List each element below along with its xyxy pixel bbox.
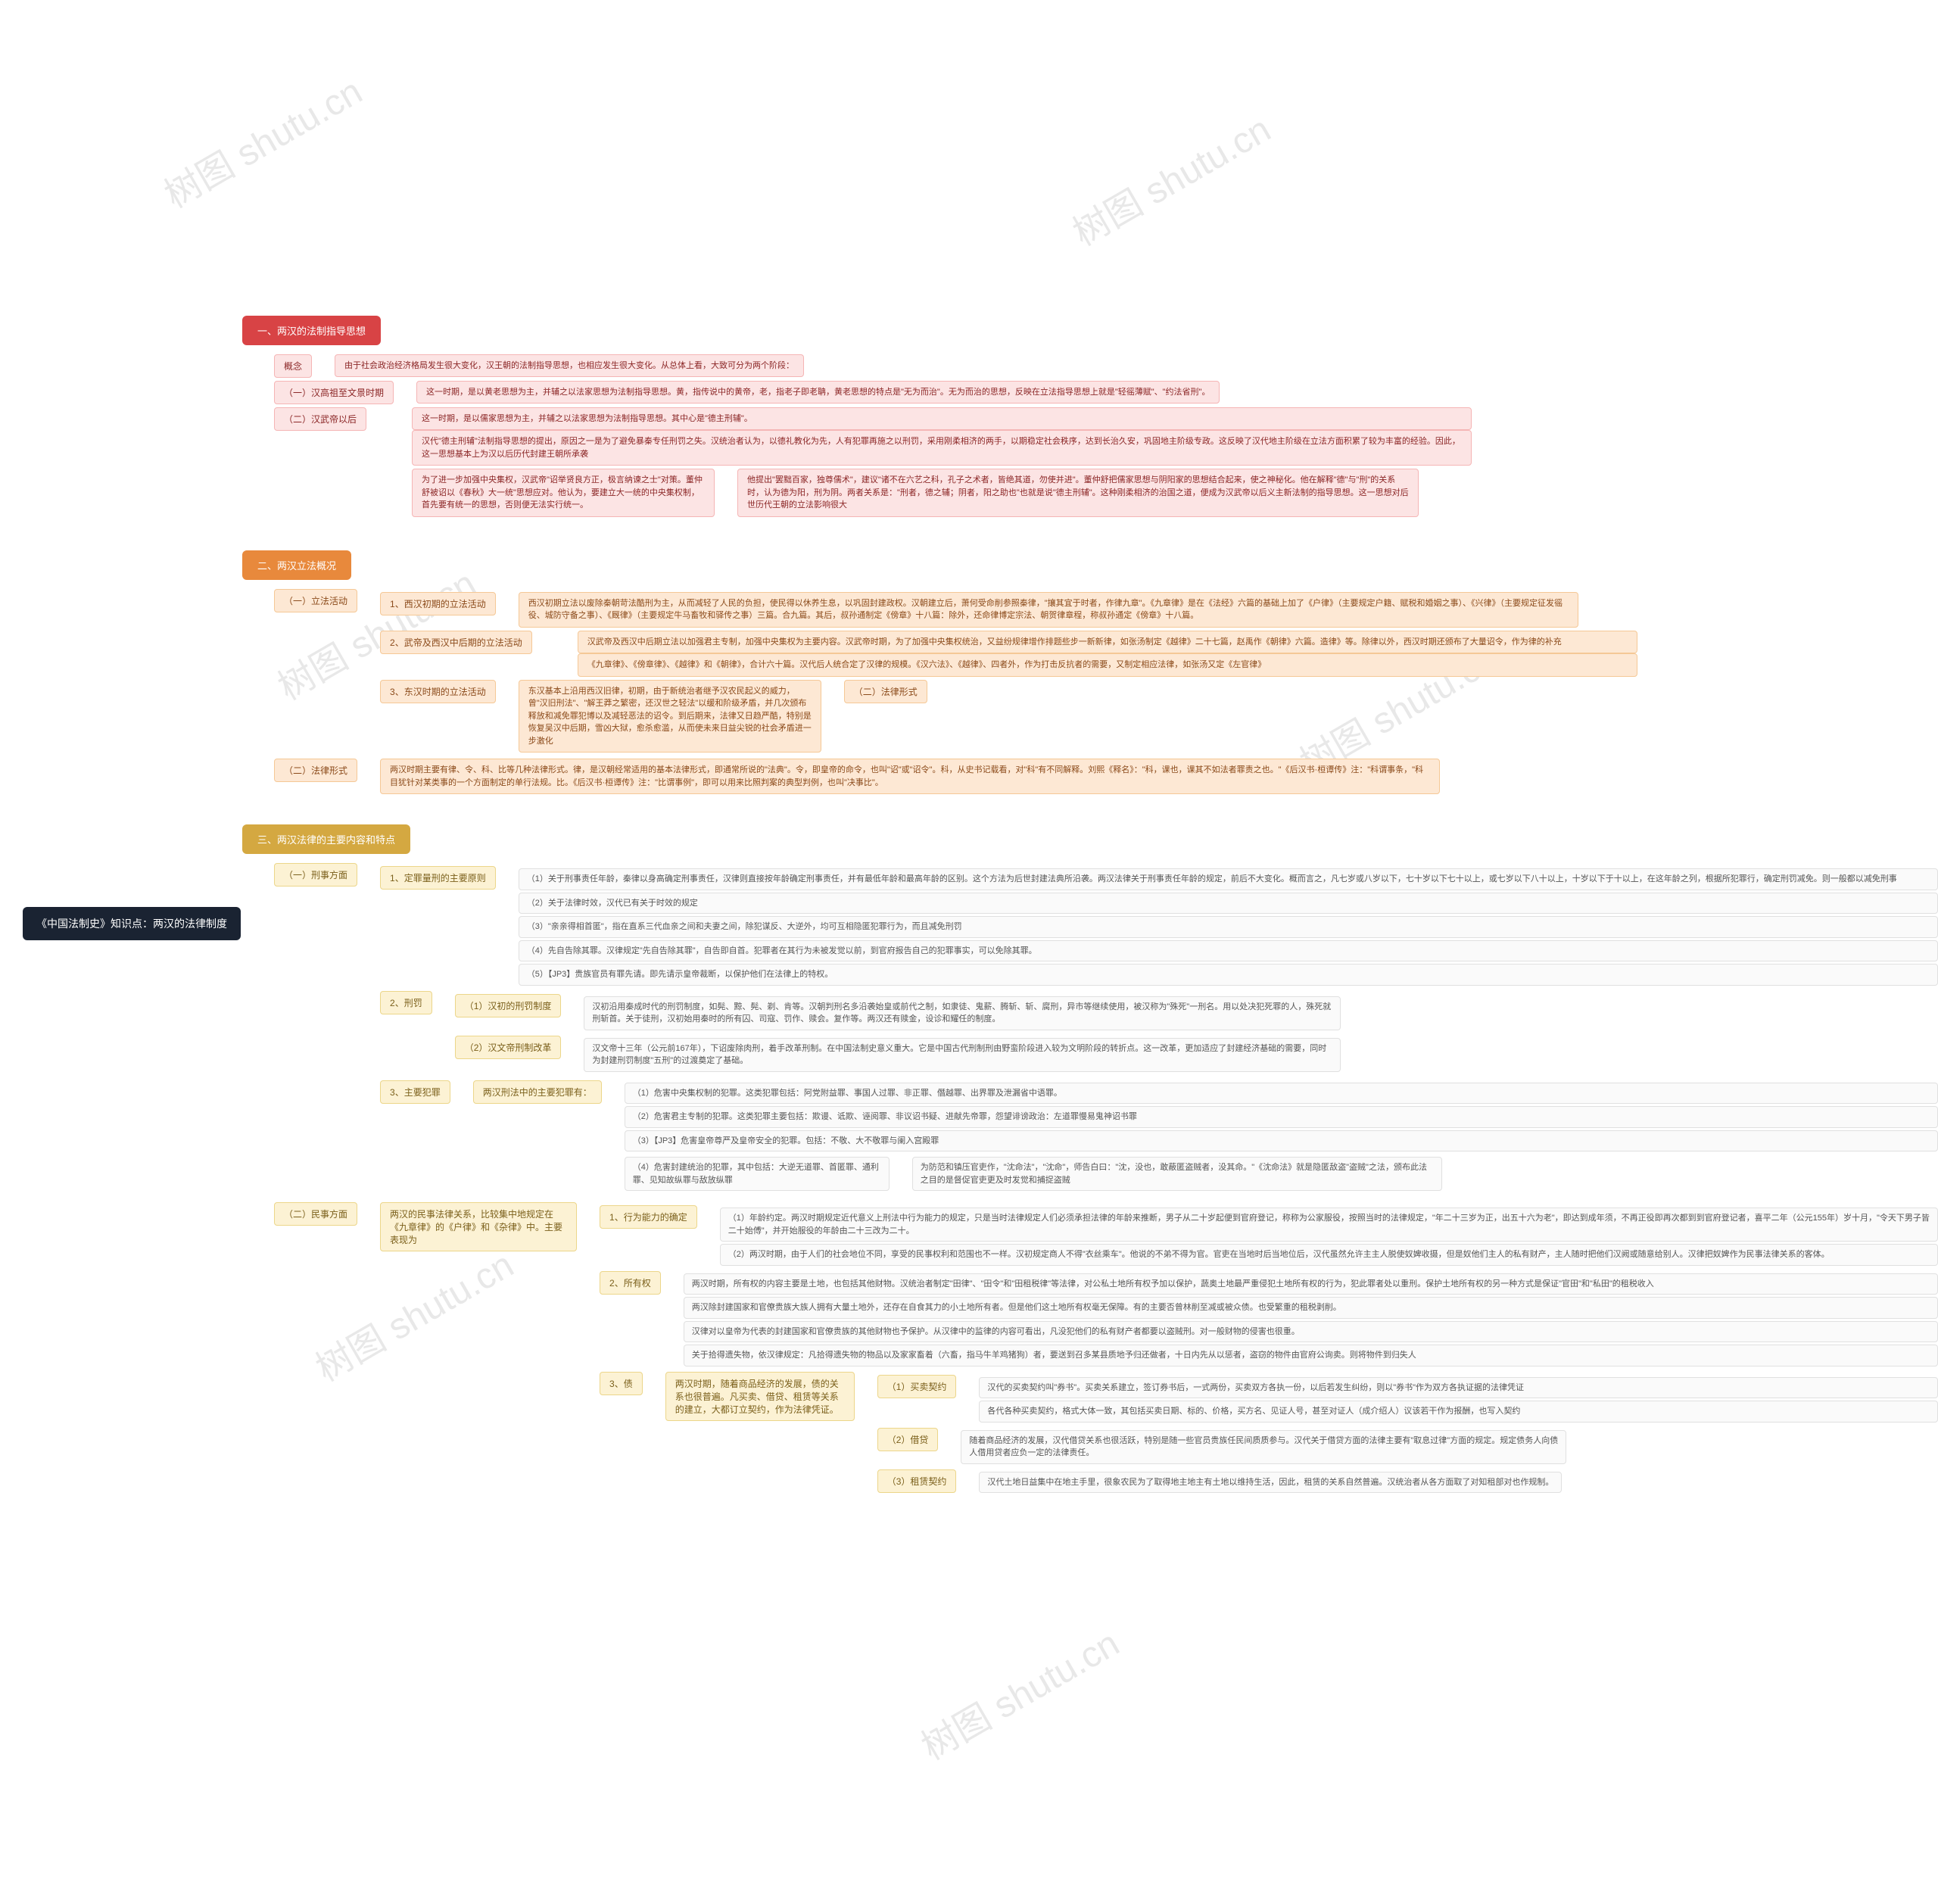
s2-leg-2: 2、武帝及西汉中后期的立法活动 xyxy=(380,631,532,654)
s2-leg-3: 3、东汉时期的立法活动 xyxy=(380,680,496,703)
s3-crimes-intro: 两汉刑法中的主要犯罪有： xyxy=(473,1080,602,1104)
s1-p2-a: 这一时期，是以儒家思想为主，并辅之以法家思想为法制指导思想。其中心是"德主刑辅"… xyxy=(412,407,1472,431)
s3-debt: 3、债 xyxy=(600,1372,643,1395)
section-3: 三、两汉法律的主要内容和特点 （一）刑事方面 1、定罪量刑的主要原则 （1）关于… xyxy=(242,824,1938,1501)
section-2-header: 二、两汉立法概况 xyxy=(242,550,351,580)
s3-crim-principles: 1、定罪量刑的主要原则 xyxy=(380,866,496,890)
s1-p2-c2: 他提出"罢黜百家，独尊儒术"，建议"诸不在六艺之科，孔子之术者，皆绝其道，勿使并… xyxy=(737,469,1419,517)
s3-crime-4-detail: 为防范和镇压官吏作，"沈命法"，"沈命"，师告白曰："沈，没也，敢蔽匿盗贼者，没… xyxy=(912,1157,1442,1191)
s2-leg-1-text: 西汉初期立法以废除秦朝苛法酷刑为主，从而减轻了人民的负担，使民得以休养生息，以巩… xyxy=(519,592,1578,628)
s3-crime-1: （1）危害中央集权制的犯罪。这类犯罪包括：阿党附益罪、事国人过罪、非正罪、僭越罪… xyxy=(625,1083,1938,1105)
s3-civil: （二）民事方面 xyxy=(274,1202,357,1226)
section-2: 二、两汉立法概况 （一）立法活动 1、西汉初期的立法活动 西汉初期立法以废除秦朝… xyxy=(242,550,1938,795)
section-3-header: 三、两汉法律的主要内容和特点 xyxy=(242,824,410,854)
s3-own-4: 关于拾得遗失物，依汉律规定：凡拾得遗失物的物品以及家家畜着（六畜，指马牛羊鸡猪狗… xyxy=(684,1345,1938,1366)
s3-sale: （1）买卖契约 xyxy=(877,1375,957,1398)
s2-leg-2-text: 汉武帝及西汉中后期立法以加强君主专制，加强中央集权为主要内容。汉武帝时期，为了加… xyxy=(578,631,1637,654)
section-1: 一、两汉的法制指导思想 概念 由于社会政治经济格局发生很大变化，汉王朝的法制指导… xyxy=(242,316,1938,520)
s1-p2-c1: 为了进一步加强中央集权，汉武帝"诏举贤良方正，极言纳谏之士"对策。董仲舒被诏以《… xyxy=(412,469,715,517)
s3-lease: （3）租赁契约 xyxy=(877,1469,957,1493)
s3-penalty-2: （2）汉文帝刑制改革 xyxy=(455,1036,562,1059)
s2-forms: （二）法律形式 xyxy=(274,759,357,782)
section-1-header: 一、两汉的法制指导思想 xyxy=(242,316,381,345)
s3-own-1: 两汉时期，所有权的内容主要是土地，也包括其他财物。汉统治者制定"田律"、"田令"… xyxy=(684,1273,1938,1295)
s1-p2-b: 汉代"德主刑辅"法制指导思想的提出，原因之一是为了避免暴秦专任刑罚之失。汉统治者… xyxy=(412,430,1472,466)
s2-leg-2-text2: 《九章律》、《傍章律》、《越律》和《朝律》，合计六十篇。汉代后人统合定了汉律的规… xyxy=(578,653,1637,677)
s3-penalty-1-text: 汉初沿用秦成时代的刑罚制度，如髡、黥、髡、剃、肯等。汉朝判刑名多沿袭始皇或前代之… xyxy=(584,996,1341,1030)
s3-debt-intro: 两汉时期，随着商品经济的发展，债的关系也很普遍。凡买卖、借贷、租赁等关系的建立，… xyxy=(665,1372,855,1421)
s2-forms-text: 两汉时期主要有律、令、科、比等几种法律形式。律，是汉朝经常适用的基本法律形式，即… xyxy=(380,759,1440,794)
s3-sale-2: 各代各种买卖契约，格式大体一致，其包括买卖日期、标的、价格，买方名、见证人号，甚… xyxy=(979,1401,1938,1423)
s3-capacity: 1、行为能力的确定 xyxy=(600,1205,697,1229)
s3-crime-3: （3）【JP3】危害皇帝尊严及皇帝安全的犯罪。包括：不敬、大不敬罪与阑入宫殿罪 xyxy=(625,1130,1938,1152)
s3-crimes: 3、主要犯罪 xyxy=(380,1080,450,1104)
s1-period1: （一）汉高祖至文景时期 xyxy=(274,381,394,404)
s1-period2: （二）汉武帝以后 xyxy=(274,407,366,431)
s2-leg-1: 1、西汉初期的立法活动 xyxy=(380,592,496,615)
s3-crim-p2: （2）关于法律时效，汉代已有关于时效的规定 xyxy=(519,893,1938,915)
s3-loan-text: 随着商品经济的发展，汉代借贷关系也很活跃，特别是随一些官员贵族任民间质质参与。汉… xyxy=(961,1430,1566,1464)
s3-own-3: 汉律对以皇帝为代表的封建国家和官僚贵族的其他财物也予保护。从汉律中的监律的内容可… xyxy=(684,1321,1938,1343)
mindmap-container: 《中国法制史》知识点：两汉的法律制度 一、两汉的法制指导思想 概念 由于社会政治… xyxy=(15,15,1923,1832)
s2-leg-3-text: 东汉基本上沿用西汉旧律，初期，由于新统治者继予汉农民起义的威力，曾"汉旧刑法"、… xyxy=(519,680,821,753)
s3-crime-4: （4）危害封建统治的犯罪，其中包括：大逆无道罪、首匿罪、通利罪、见知故纵罪与敌放… xyxy=(625,1157,890,1191)
s3-penalty-1: （1）汉初的刑罚制度 xyxy=(455,994,562,1017)
s3-criminal: （一）刑事方面 xyxy=(274,863,357,887)
root-node: 《中国法制史》知识点：两汉的法律制度 xyxy=(23,907,241,940)
s2-leg-3-link: （二）法律形式 xyxy=(844,680,927,703)
s3-own-2: 两汉除封建国家和官僚贵族大族人拥有大量土地外，还存在自食其力的小土地所有者。但是… xyxy=(684,1297,1938,1319)
s3-loan: （2）借贷 xyxy=(877,1428,939,1451)
s3-crim-p4: （4）先自告除其罪。汉律规定"先自告除其罪"，自告即自首。犯罪者在其行为未被发觉… xyxy=(519,940,1938,962)
s1-concept-text: 由于社会政治经济格局发生很大变化，汉王朝的法制指导思想，也相应发生很大变化。从总… xyxy=(335,354,804,378)
s3-crim-penalty: 2、刑罚 xyxy=(380,991,432,1014)
s3-lease-text: 汉代土地日益集中在地主手里，很象农民为了取得地主地主有土地以维持生活，因此，租赁… xyxy=(979,1472,1562,1494)
s1-period1-text: 这一时期，是以黄老思想为主，并辅之以法家思想为法制指导思想。黄，指传说中的黄帝，… xyxy=(416,381,1220,404)
s3-penalty-2-text: 汉文帝十三年（公元前167年），下诏废除肉刑，着手改革刑制。在中国法制史意义重大… xyxy=(584,1038,1341,1072)
s3-crim-p1: （1）关于刑事责任年龄，秦律以身高确定刑事责任，汉律则直接按年龄确定刑事责任，并… xyxy=(519,868,1938,890)
s3-crime-2: （2）危害君主专制的犯罪。这类犯罪主要包括：欺谩、诋欺、诬阅罪、非议诏书疑、进献… xyxy=(625,1106,1938,1128)
s3-crim-p5: （5）【JP3】贵族官员有罪先请。即先请示皇帝裁断，以保护他们在法律上的特权。 xyxy=(519,964,1938,986)
s1-concept: 概念 xyxy=(274,354,312,378)
s3-civil-intro: 两汉的民事法律关系，比较集中地规定在《九章律》的《户律》和《杂律》中。主要表现为 xyxy=(380,1202,577,1251)
s3-crim-p3: （3）"亲亲得相首匿"，指在直系三代血亲之间和夫妻之间，除犯谋反、大逆外，均可互… xyxy=(519,916,1938,938)
s3-sale-1: 汉代的买卖契约叫"券书"。买卖关系建立，签订券书后，一式两份，买卖双方各执一份，… xyxy=(979,1377,1938,1399)
s2-legislation: （一）立法活动 xyxy=(274,589,357,612)
s3-ownership: 2、所有权 xyxy=(600,1271,661,1295)
s3-cap-1: （1）年龄约定。两汉时期规定近代意义上刑法中行为能力的规定，只是当时法律规定人们… xyxy=(720,1208,1938,1242)
s3-cap-2: （2）两汉时期，由于人们的社会地位不同，享受的民事权利和范围也不一样。汉初规定商… xyxy=(720,1244,1938,1266)
